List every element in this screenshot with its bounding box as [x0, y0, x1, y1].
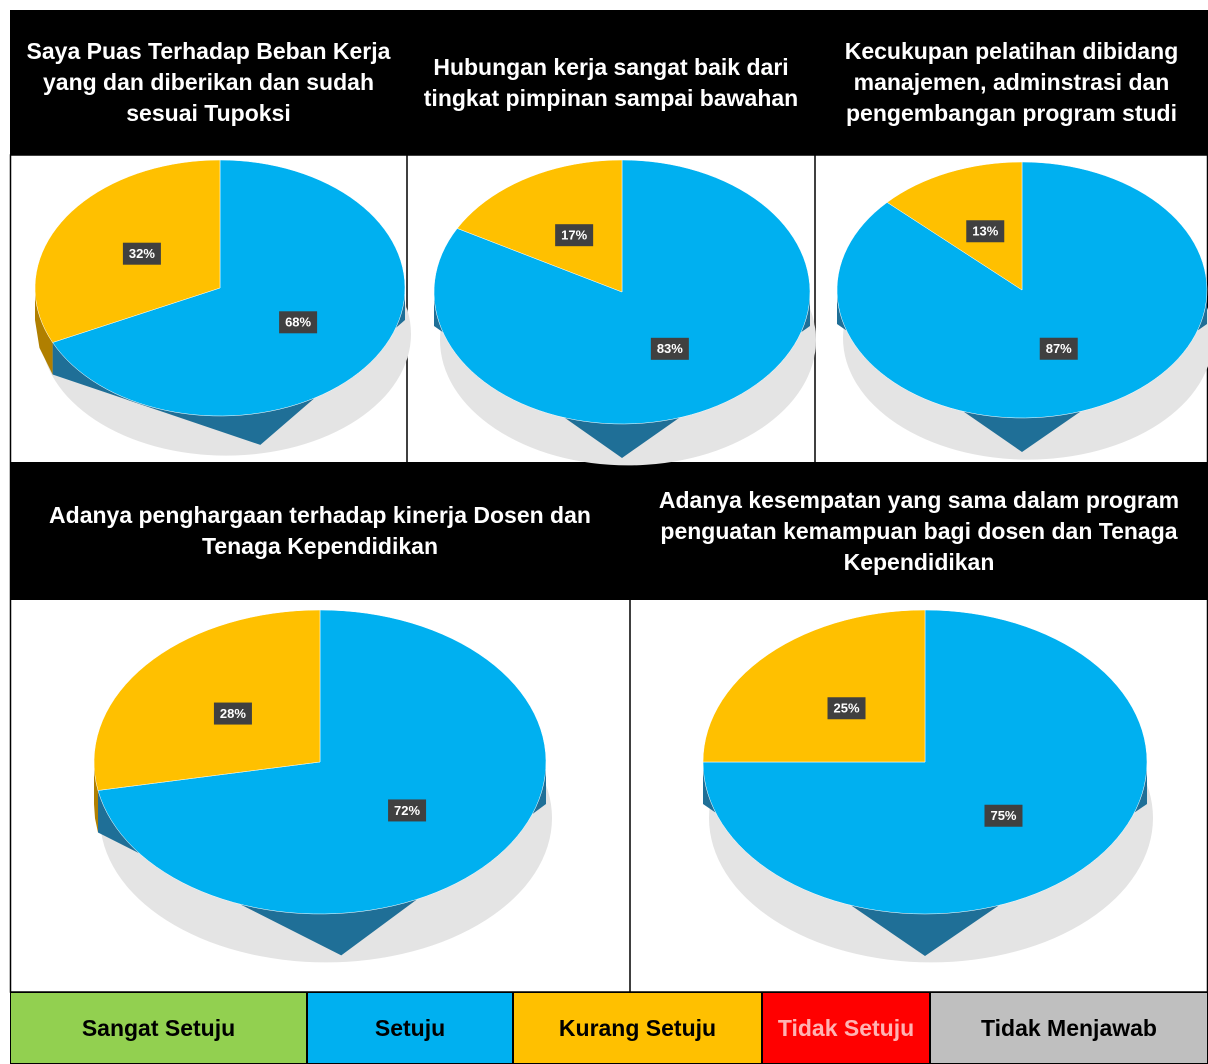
value-label-box [122, 242, 161, 265]
chart-title: Saya Puas Terhadap Beban Kerja yang dan … [26, 38, 391, 126]
value-label-box [1039, 337, 1078, 360]
value-label-box [279, 311, 318, 334]
value-label-box [388, 799, 427, 822]
chart-title: Kecukupan pelatihan dibidang manajemen, … [844, 38, 1179, 126]
pie-side [94, 762, 98, 833]
pie: 87% 13% [836, 161, 1208, 460]
legend-item: Sangat Setuju [10, 992, 307, 1064]
chart-title: Hubungan kerja sangat baik dari tingkat … [423, 53, 799, 111]
value-label: 32% [129, 246, 155, 261]
pie: 75% 25% [702, 609, 1153, 963]
pie-side [837, 290, 1207, 452]
value-label: 75% [990, 808, 1016, 823]
value-label: 72% [394, 803, 420, 818]
pie-slice [456, 159, 623, 293]
chart-title: Adanya penghargaan terhadap kinerja Dose… [49, 502, 591, 559]
value-label-box [966, 220, 1005, 243]
chart-title: Adanya kesempatan yang sama dalam progra… [658, 486, 1180, 575]
value-label: 28% [220, 706, 246, 721]
pie-side [703, 762, 1147, 956]
pie-side [434, 292, 810, 458]
pie-slice [97, 609, 547, 915]
pie-side [35, 288, 53, 375]
header-band [10, 10, 1208, 155]
pie-slice [886, 161, 1023, 291]
legend-item: Kurang Setuju [513, 992, 762, 1064]
pie-side [98, 762, 546, 956]
pie: 72% 28% [93, 609, 552, 963]
value-label: 17% [561, 228, 587, 243]
legend-item: Tidak Setuju [762, 992, 930, 1064]
pie-slice [702, 609, 926, 763]
legend-item: Setuju [307, 992, 513, 1064]
value-label: 87% [1046, 341, 1072, 356]
legend-item: Tidak Menjawab [930, 992, 1208, 1064]
value-label-box [650, 337, 689, 360]
value-label: 13% [972, 224, 998, 239]
pie-slice [52, 159, 406, 417]
pie: 68% 32% [34, 159, 411, 456]
value-label: 25% [833, 701, 859, 716]
value-label-box [984, 804, 1023, 827]
value-label: 68% [285, 315, 311, 330]
value-label-box [213, 702, 252, 725]
value-label-box [827, 697, 866, 720]
pie-slice [93, 609, 321, 791]
header-band [10, 462, 1208, 600]
pie: 83% 17% [433, 159, 816, 466]
value-label-box [555, 224, 594, 247]
value-label: 83% [657, 341, 683, 356]
